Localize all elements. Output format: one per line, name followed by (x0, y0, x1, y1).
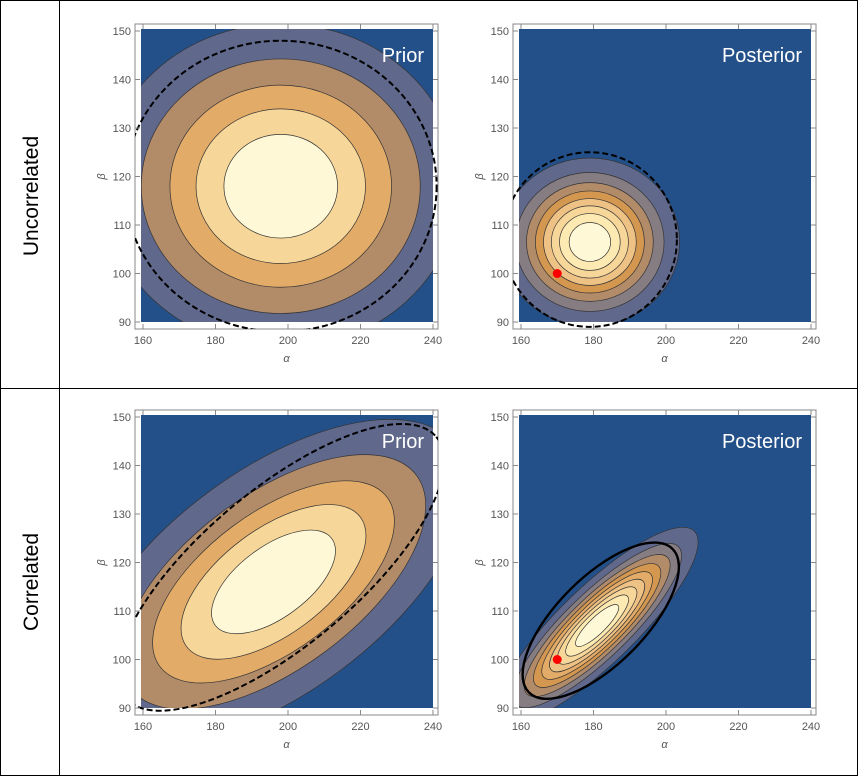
y-tick-label: 150 (491, 26, 509, 38)
y-tick-label: 120 (113, 558, 131, 570)
true-parameter-point (552, 269, 562, 278)
panel-uncorrelated-prior: Prior 160 180 200 220 240 90 100 110 120 130 140 150… (96, 23, 442, 365)
y-tick-label: 90 (119, 703, 131, 715)
y-tick-label: 130 (113, 509, 131, 521)
x-tick-label: 160 (134, 335, 152, 347)
credible-ellipse (521, 541, 681, 701)
y-tick-label: 140 (491, 461, 509, 473)
y-tick-label: 130 (491, 123, 509, 135)
y-tick-label: 120 (113, 172, 131, 184)
contour-level-9 (575, 604, 620, 647)
y-axis-label: β (474, 559, 486, 567)
y-axis-label: β (96, 173, 108, 181)
contour-level-5 (211, 529, 336, 635)
y-tick-label: 140 (113, 75, 131, 87)
x-axis-label: α (661, 739, 668, 751)
y-tick-label: 140 (113, 461, 131, 473)
contour-group (135, 419, 438, 712)
y-tick-label: 130 (491, 509, 509, 521)
x-tick-label: 200 (657, 721, 675, 733)
x-tick-label: 180 (584, 721, 602, 733)
x-tick-label: 160 (512, 335, 530, 347)
x-tick-label: 160 (134, 721, 152, 733)
y-tick-label: 100 (491, 655, 509, 667)
x-tick-label: 240 (424, 721, 442, 733)
contour-group (513, 151, 680, 328)
y-tick-label: 140 (491, 75, 509, 87)
y-axis-label: β (96, 559, 108, 567)
y-tick-label: 150 (113, 26, 131, 38)
y-tick-label: 150 (491, 412, 509, 424)
y-tick-label: 130 (113, 123, 131, 135)
contour-fills (141, 419, 433, 708)
y-tick-label: 110 (113, 220, 131, 232)
x-tick-label: 180 (206, 335, 224, 347)
y-tick-label: 100 (113, 655, 131, 667)
panel-correlated-prior: Prior 160 180 200 220 240 90 100 110 120 130 140 150… (96, 409, 442, 751)
x-tick-label: 200 (279, 335, 297, 347)
contour-group (135, 29, 438, 329)
contour-level-5 (223, 134, 338, 239)
x-tick-label: 240 (802, 721, 820, 733)
row-label-correlated: Correlated (20, 533, 43, 631)
contour-group (519, 526, 699, 708)
x-tick-label: 220 (351, 335, 369, 347)
credible-ellipse (513, 151, 678, 328)
y-tick-label: 100 (113, 269, 131, 281)
panel-correlated-posterior: Posterior 160 180 200 220 240 90 100 110 120 130 14… (474, 409, 820, 751)
panel-title: Prior (382, 431, 425, 453)
x-axis-label: α (283, 353, 290, 365)
x-tick-label: 200 (657, 335, 675, 347)
true-parameter-point (552, 655, 562, 664)
y-tick-label: 90 (497, 317, 509, 329)
y-tick-label: 110 (491, 606, 509, 618)
x-tick-label: 180 (206, 721, 224, 733)
panel-title: Posterior (722, 45, 802, 67)
y-tick-label: 120 (491, 558, 509, 570)
y-tick-label: 110 (491, 220, 509, 232)
x-tick-label: 200 (279, 721, 297, 733)
y-tick-label: 100 (491, 269, 509, 281)
contour-fills (519, 526, 699, 708)
panel-title: Posterior (722, 431, 802, 453)
panel-uncorrelated-posterior: Posterior 160 180 200 220 240 90 100 110 120 130 14… (474, 23, 820, 365)
x-tick-label: 180 (584, 335, 602, 347)
x-tick-label: 240 (424, 335, 442, 347)
y-tick-label: 90 (497, 703, 509, 715)
x-tick-label: 220 (351, 721, 369, 733)
x-axis-label: α (283, 739, 290, 751)
y-tick-label: 110 (113, 606, 131, 618)
y-axis-label: β (474, 173, 486, 181)
y-tick-label: 150 (113, 412, 131, 424)
x-tick-label: 240 (802, 335, 820, 347)
credible-ellipse (135, 39, 438, 329)
x-tick-label: 220 (729, 335, 747, 347)
x-tick-label: 220 (729, 721, 747, 733)
row-label-uncorrelated: Uncorrelated (20, 136, 43, 256)
x-tick-label: 160 (512, 721, 530, 733)
contour-fills (141, 29, 433, 322)
y-tick-label: 90 (119, 317, 131, 329)
x-axis-label: α (661, 353, 668, 365)
contour-level-8 (568, 222, 611, 262)
credible-ellipse (135, 422, 438, 712)
y-tick-label: 120 (491, 172, 509, 184)
panel-title: Prior (382, 45, 425, 67)
